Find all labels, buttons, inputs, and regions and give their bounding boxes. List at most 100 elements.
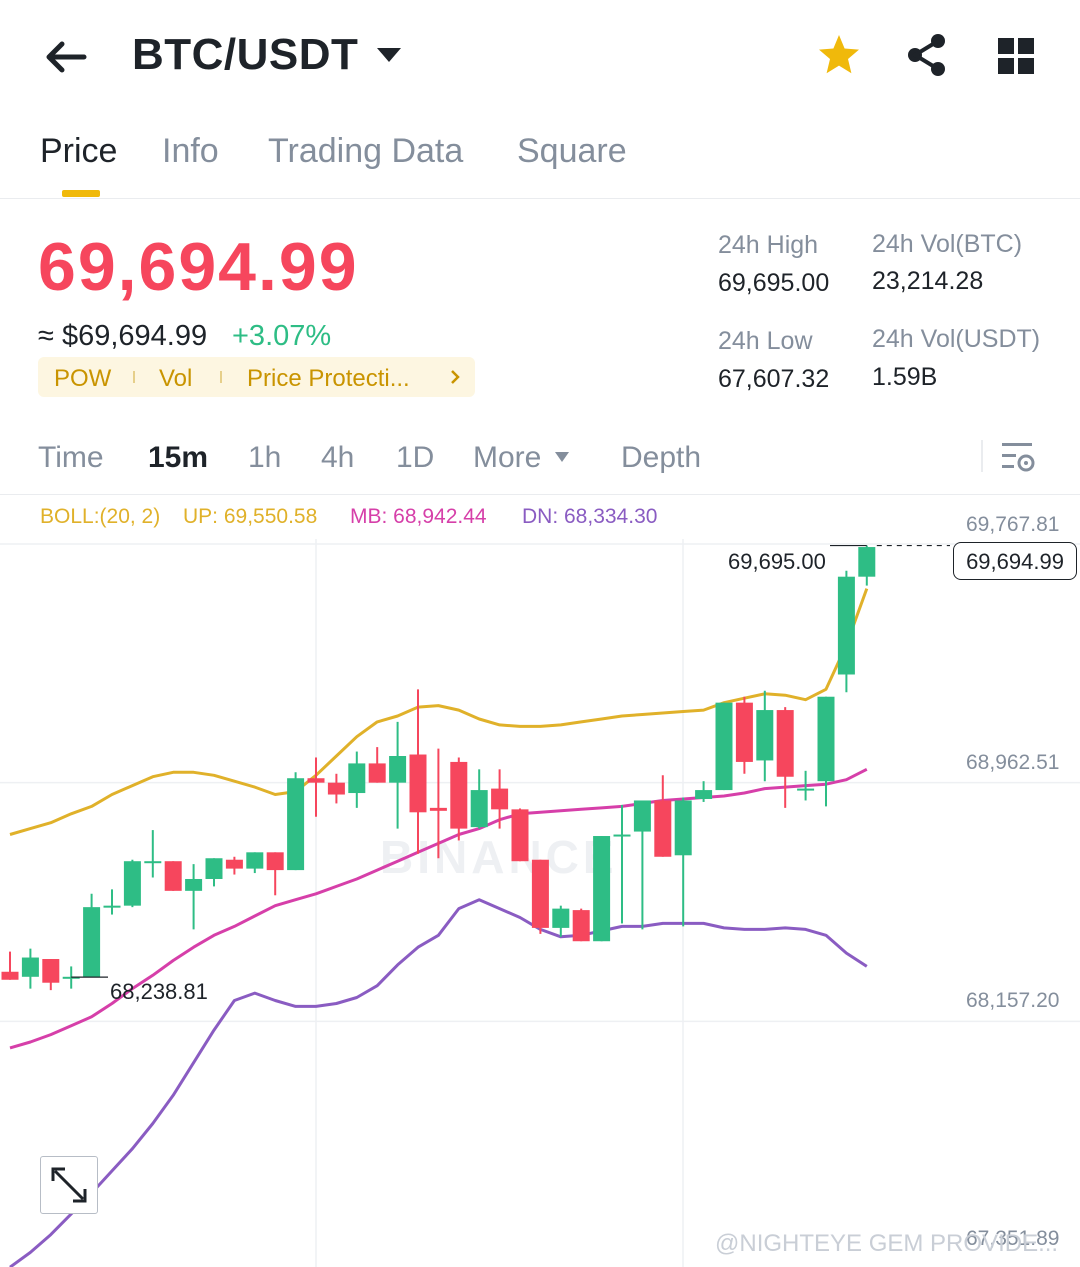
stat-24h-low-label: 24h Low [718, 327, 813, 355]
stat-24h-high-label: 24h High [718, 231, 819, 259]
tag-separator [220, 371, 222, 383]
candle-body [287, 778, 305, 871]
candle-body [205, 858, 223, 879]
caret-down-icon[interactable] [554, 451, 570, 463]
top-bar: BTC/USDT [0, 0, 1080, 110]
stat-24h-vol-btc-label: 24h Vol(BTC) [872, 230, 1023, 258]
candle-body [429, 807, 447, 811]
candle-body [633, 800, 651, 832]
stat-24h-vol-usdt-label: 24h Vol(USDT) [872, 325, 1041, 353]
candle-body [572, 910, 590, 942]
boll-up-value: UP: 69,550.58 [183, 505, 318, 528]
candle-body [613, 834, 631, 837]
tab-price[interactable]: Price [40, 132, 118, 170]
tag-pow[interactable]: POW [54, 365, 112, 392]
star-icon[interactable] [816, 32, 862, 78]
candle-body [103, 905, 121, 908]
share-icon[interactable] [904, 32, 950, 78]
boll-dn-value: DN: 68,334.30 [522, 505, 658, 528]
active-tab-indicator [62, 190, 100, 197]
interval-time[interactable]: Time [38, 441, 104, 474]
candle-body [797, 788, 815, 791]
tag-strip[interactable]: POW Vol Price Protecti... [38, 357, 475, 397]
candle-body [409, 754, 427, 813]
candle-body [1, 971, 19, 980]
divider [981, 440, 983, 472]
y-axis-tick: 68,962.51 [966, 751, 1060, 774]
divider [0, 198, 1080, 199]
tag-vol[interactable]: Vol [159, 365, 193, 392]
candle-body [654, 800, 672, 857]
chart-settings-icon[interactable] [1000, 440, 1036, 474]
price-change-percent: +3.07% [232, 320, 332, 352]
candle-body [735, 702, 753, 762]
candle-body [246, 852, 264, 869]
interval-1d[interactable]: 1D [396, 441, 435, 474]
candle-body [144, 861, 162, 864]
tab-info[interactable]: Info [162, 132, 219, 170]
low-marker-label: 68,238.81 [110, 979, 208, 1004]
caret-down-icon[interactable] [376, 46, 402, 64]
candle-body [123, 861, 141, 906]
candle-body [837, 576, 855, 675]
watermark-text: @NIGHTEYE GEM PROVIDE... [715, 1230, 1059, 1257]
candle-body [164, 861, 182, 891]
stat-24h-low-value: 67,607.32 [718, 365, 830, 393]
candle-body [776, 710, 794, 777]
candle-body [368, 763, 386, 783]
interval-4h[interactable]: 4h [321, 441, 355, 474]
candle-body [491, 788, 509, 810]
candle-body [470, 790, 488, 828]
candle-body [593, 836, 611, 942]
candle-body [531, 859, 549, 928]
interval-depth[interactable]: Depth [621, 441, 702, 474]
candle-body [83, 907, 101, 977]
tag-price-protection[interactable]: Price Protecti... [247, 365, 410, 392]
chevron-right-icon [451, 370, 460, 384]
stat-24h-high-value: 69,695.00 [718, 269, 830, 297]
stat-24h-vol-usdt-value: 1.59B [872, 363, 938, 391]
candle-body [225, 859, 243, 869]
pair-title[interactable]: BTC/USDT [132, 30, 359, 79]
high-marker-label: 69,695.00 [728, 549, 826, 574]
expand-icon [51, 1167, 87, 1203]
last-price: 69,694.99 [38, 229, 359, 305]
candle-body [450, 761, 468, 829]
candle-body [817, 696, 835, 782]
candle-body [695, 790, 713, 799]
back-arrow-icon[interactable] [40, 32, 90, 82]
grid-icon[interactable] [996, 36, 1036, 76]
candle-body [756, 710, 774, 761]
interval-more[interactable]: More [473, 441, 542, 474]
candle-body [307, 778, 325, 783]
stat-24h-vol-btc-value: 23,214.28 [872, 267, 984, 295]
candle-body [715, 702, 733, 791]
tab-square[interactable]: Square [517, 132, 627, 170]
candle-body [42, 959, 60, 983]
interval-15m[interactable]: 15m [148, 441, 209, 474]
candle-body [348, 763, 366, 794]
candle-body [266, 852, 284, 871]
interval-1h[interactable]: 1h [248, 441, 282, 474]
candle-body [185, 878, 203, 891]
candlestick-chart[interactable] [0, 495, 1080, 1267]
y-axis-tick: 69,767.81 [966, 513, 1060, 536]
divider [0, 494, 1080, 495]
candle-body [511, 809, 529, 862]
candle-body [389, 755, 407, 783]
candle-body [62, 976, 80, 979]
boll-indicator-name[interactable]: BOLL:(20, 2) [40, 505, 161, 528]
candle-body [327, 782, 345, 795]
tag-separator [133, 371, 135, 383]
candle-body [858, 547, 876, 577]
y-axis-tick: 68,157.20 [966, 989, 1060, 1012]
boll-mb-value: MB: 68,942.44 [350, 505, 487, 528]
tab-trading-data[interactable]: Trading Data [268, 132, 464, 170]
current-price-tag: 69,694.99 [953, 542, 1077, 580]
boll-dn-line [9, 898, 868, 1267]
fiat-price: ≈ $69,694.99 [38, 320, 208, 352]
fullscreen-button[interactable] [40, 1156, 98, 1214]
candle-body [552, 908, 570, 928]
y-axis-tick: 67,351.89 [966, 1227, 1060, 1250]
candle-body [674, 800, 692, 856]
